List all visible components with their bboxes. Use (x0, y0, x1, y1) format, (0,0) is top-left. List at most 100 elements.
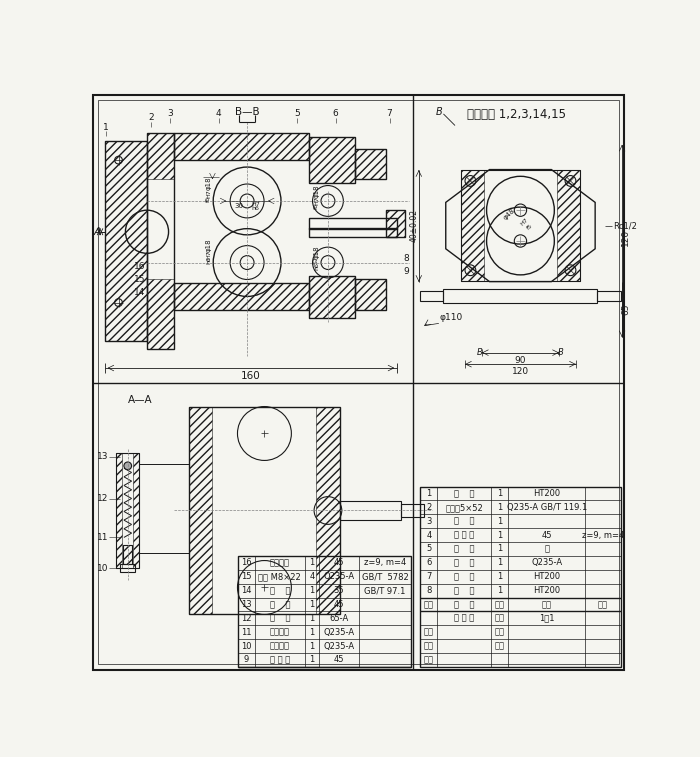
Bar (123, 545, 132, 565)
Bar (557, 170, 580, 282)
Text: 毡: 毡 (544, 544, 549, 553)
Text: 泵    盖: 泵 盖 (454, 489, 475, 498)
Bar (309, 276, 355, 318)
Bar (309, 218, 398, 229)
Text: h6: h6 (206, 257, 211, 264)
Text: 从 动 轴: 从 动 轴 (270, 656, 290, 665)
Text: 1: 1 (497, 503, 503, 512)
Text: φ110: φ110 (440, 313, 463, 322)
Text: 1: 1 (309, 641, 314, 650)
Text: φ18: φ18 (206, 176, 211, 190)
Text: 10: 10 (97, 564, 109, 573)
Bar (309, 228, 398, 237)
Text: 45: 45 (333, 559, 344, 567)
Bar (309, 276, 355, 318)
Bar (147, 133, 174, 179)
Text: 1: 1 (497, 559, 503, 567)
Text: 3: 3 (167, 110, 173, 118)
Text: f5: f5 (526, 223, 533, 231)
Bar (120, 565, 135, 572)
Text: h6: h6 (251, 206, 259, 211)
Text: 1: 1 (426, 489, 431, 498)
Text: H7: H7 (314, 197, 319, 205)
Bar (133, 453, 139, 569)
Text: 1: 1 (104, 123, 109, 132)
Text: 4: 4 (426, 531, 431, 540)
Circle shape (124, 462, 132, 469)
Bar (355, 148, 386, 179)
Text: 9: 9 (244, 656, 249, 665)
Text: 序号: 序号 (424, 600, 434, 609)
Text: 圆柱销5×52: 圆柱销5×52 (445, 503, 483, 512)
Bar (105, 141, 147, 341)
Text: 4: 4 (216, 110, 221, 118)
Text: A—A: A—A (127, 395, 153, 406)
Bar (420, 291, 444, 301)
Text: 1: 1 (309, 586, 314, 595)
Text: H7: H7 (519, 217, 529, 226)
Text: 15: 15 (241, 572, 251, 581)
Bar (401, 504, 424, 516)
Text: 45: 45 (333, 600, 344, 609)
Text: 10: 10 (241, 641, 251, 650)
Text: 审核: 审核 (424, 656, 434, 665)
Bar (174, 133, 309, 160)
Text: 6: 6 (332, 110, 339, 118)
Text: 件数: 件数 (495, 600, 505, 609)
Text: GB/T  5782: GB/T 5782 (362, 572, 408, 581)
Text: 3: 3 (426, 517, 431, 526)
Text: 2: 2 (426, 503, 431, 512)
Text: 备注: 备注 (598, 600, 608, 609)
Bar (189, 407, 340, 615)
Text: 1: 1 (309, 600, 314, 609)
Text: 120: 120 (622, 229, 631, 246)
Text: 8: 8 (426, 586, 431, 595)
Bar (174, 283, 309, 310)
Text: Q235-A: Q235-A (323, 641, 354, 650)
Text: 泵    体: 泵 体 (454, 586, 475, 595)
Text: 1: 1 (309, 628, 314, 637)
Text: 件数: 件数 (495, 628, 505, 637)
Text: 1: 1 (309, 614, 314, 623)
Text: φ48: φ48 (502, 207, 516, 221)
Text: 15: 15 (134, 275, 145, 284)
Text: 拆卸零件 1,2,3,14,15: 拆卸零件 1,2,3,14,15 (467, 107, 566, 121)
Text: 45: 45 (541, 531, 552, 540)
Text: Rc1/2: Rc1/2 (613, 221, 637, 230)
Text: 12: 12 (241, 614, 251, 623)
Text: 7: 7 (426, 572, 431, 581)
Text: φ18: φ18 (206, 238, 211, 251)
Text: 1: 1 (497, 544, 503, 553)
Text: 12: 12 (97, 494, 108, 503)
Bar (116, 453, 122, 569)
Bar (147, 279, 174, 349)
Text: HT200: HT200 (533, 572, 560, 581)
Text: B—B: B—B (234, 107, 260, 117)
Text: 1: 1 (497, 531, 503, 540)
Text: Q235-A GB/T 119.1: Q235-A GB/T 119.1 (507, 503, 587, 512)
Text: Q235-A: Q235-A (323, 628, 354, 637)
Text: 11: 11 (241, 628, 251, 637)
Bar (316, 407, 340, 615)
Text: 纸    垫: 纸 垫 (454, 517, 475, 526)
Bar (355, 279, 386, 310)
Text: 30: 30 (235, 204, 244, 210)
Bar (105, 141, 147, 341)
Text: 制图: 制图 (424, 628, 434, 637)
Bar (238, 556, 411, 667)
Text: 1: 1 (497, 517, 503, 526)
Text: 7: 7 (386, 110, 393, 118)
Text: B: B (558, 348, 564, 357)
Text: 14: 14 (134, 288, 145, 297)
Bar (123, 545, 132, 565)
Text: 名    称: 名 称 (454, 600, 475, 609)
Text: GB/T 97.1: GB/T 97.1 (364, 586, 405, 595)
Text: HT200: HT200 (533, 586, 560, 595)
Text: 14: 14 (241, 586, 251, 595)
Text: 9: 9 (404, 267, 410, 276)
Text: 16: 16 (134, 262, 145, 271)
Text: 填    料: 填 料 (454, 544, 475, 553)
Text: 1: 1 (497, 586, 503, 595)
Text: 从动齿轮: 从动齿轮 (270, 559, 290, 567)
Text: 40±0.02: 40±0.02 (410, 209, 419, 242)
